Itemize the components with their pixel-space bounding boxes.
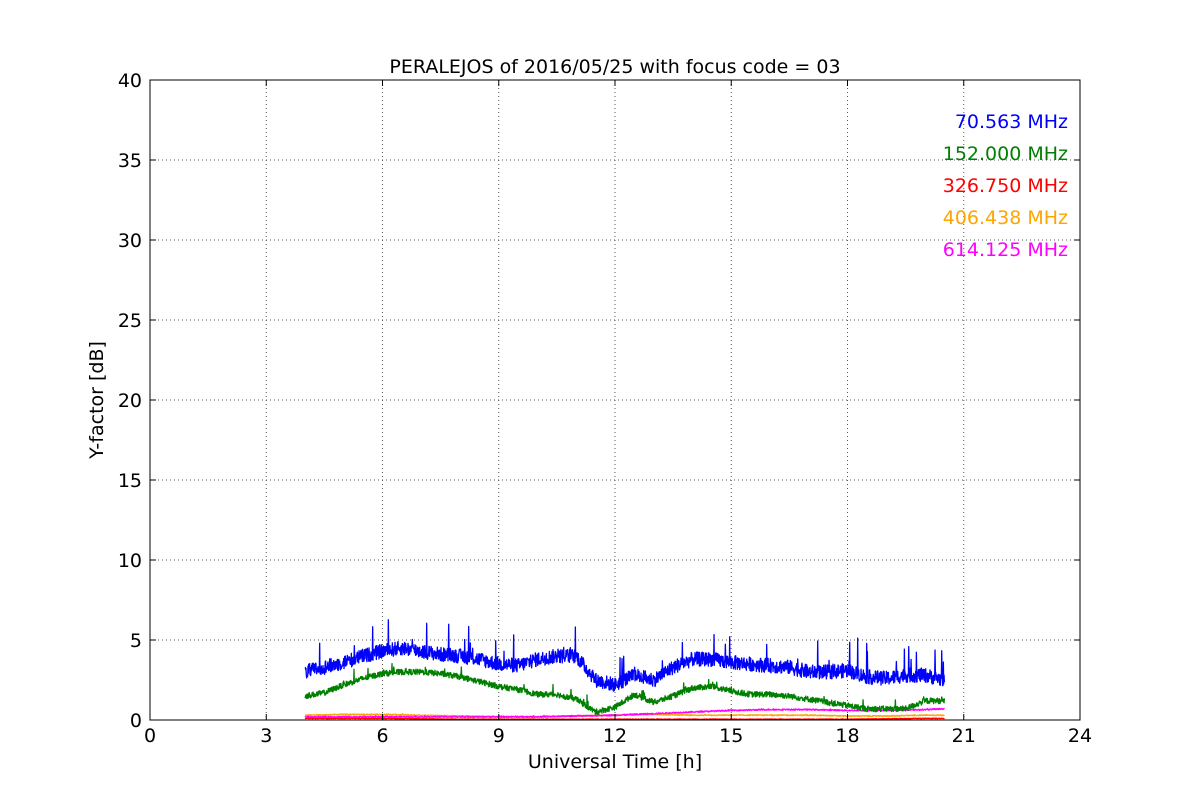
x-tick-label: 15 xyxy=(719,725,743,747)
legend-entry: 406.438 MHz xyxy=(943,207,1068,229)
x-tick-label: 6 xyxy=(376,725,388,747)
series-line-2 xyxy=(304,717,945,721)
x-axis-label: Universal Time [h] xyxy=(528,751,702,773)
y-tick-label: 15 xyxy=(118,470,142,492)
legend-entry: 326.750 MHz xyxy=(943,175,1068,197)
y-tick-label: 25 xyxy=(118,310,142,332)
y-tick-label: 20 xyxy=(118,390,142,412)
x-tick-label: 3 xyxy=(260,725,272,747)
x-tick-label: 9 xyxy=(493,725,505,747)
y-tick-label: 35 xyxy=(118,150,142,172)
series-line-1 xyxy=(304,662,946,716)
y-axis-label: Y-factor [dB] xyxy=(86,341,108,460)
x-tick-label: 24 xyxy=(1068,725,1092,747)
legend-entry: 614.125 MHz xyxy=(943,239,1068,261)
series-line-4 xyxy=(304,707,945,719)
y-tick-label: 10 xyxy=(118,550,142,572)
legend-entry: 70.563 MHz xyxy=(955,111,1068,133)
y-tick-label: 40 xyxy=(118,70,142,92)
y-tick-label: 5 xyxy=(130,630,142,652)
legend-entry: 152.000 MHz xyxy=(943,143,1068,165)
x-tick-labels: 0 3 6 9 12 15 18 21 24 xyxy=(144,725,1092,747)
series-layer xyxy=(304,619,946,721)
series-line-0 xyxy=(304,619,946,692)
x-tick-label: 12 xyxy=(603,725,627,747)
x-tick-label: 0 xyxy=(144,725,156,747)
x-tick-label: 18 xyxy=(835,725,859,747)
legend: 70.563 MHz 152.000 MHz 326.750 MHz 406.438 … xyxy=(943,111,1068,261)
y-tick-label: 0 xyxy=(130,710,142,732)
y-tick-labels: 0 5 10 15 20 25 30 35 40 xyxy=(118,70,142,732)
ticks xyxy=(149,79,1081,721)
y-tick-label: 30 xyxy=(118,230,142,252)
grid xyxy=(150,80,1080,720)
chart-title: PERALEJOS of 2016/05/25 with focus code … xyxy=(389,56,840,78)
x-tick-label: 21 xyxy=(952,725,976,747)
